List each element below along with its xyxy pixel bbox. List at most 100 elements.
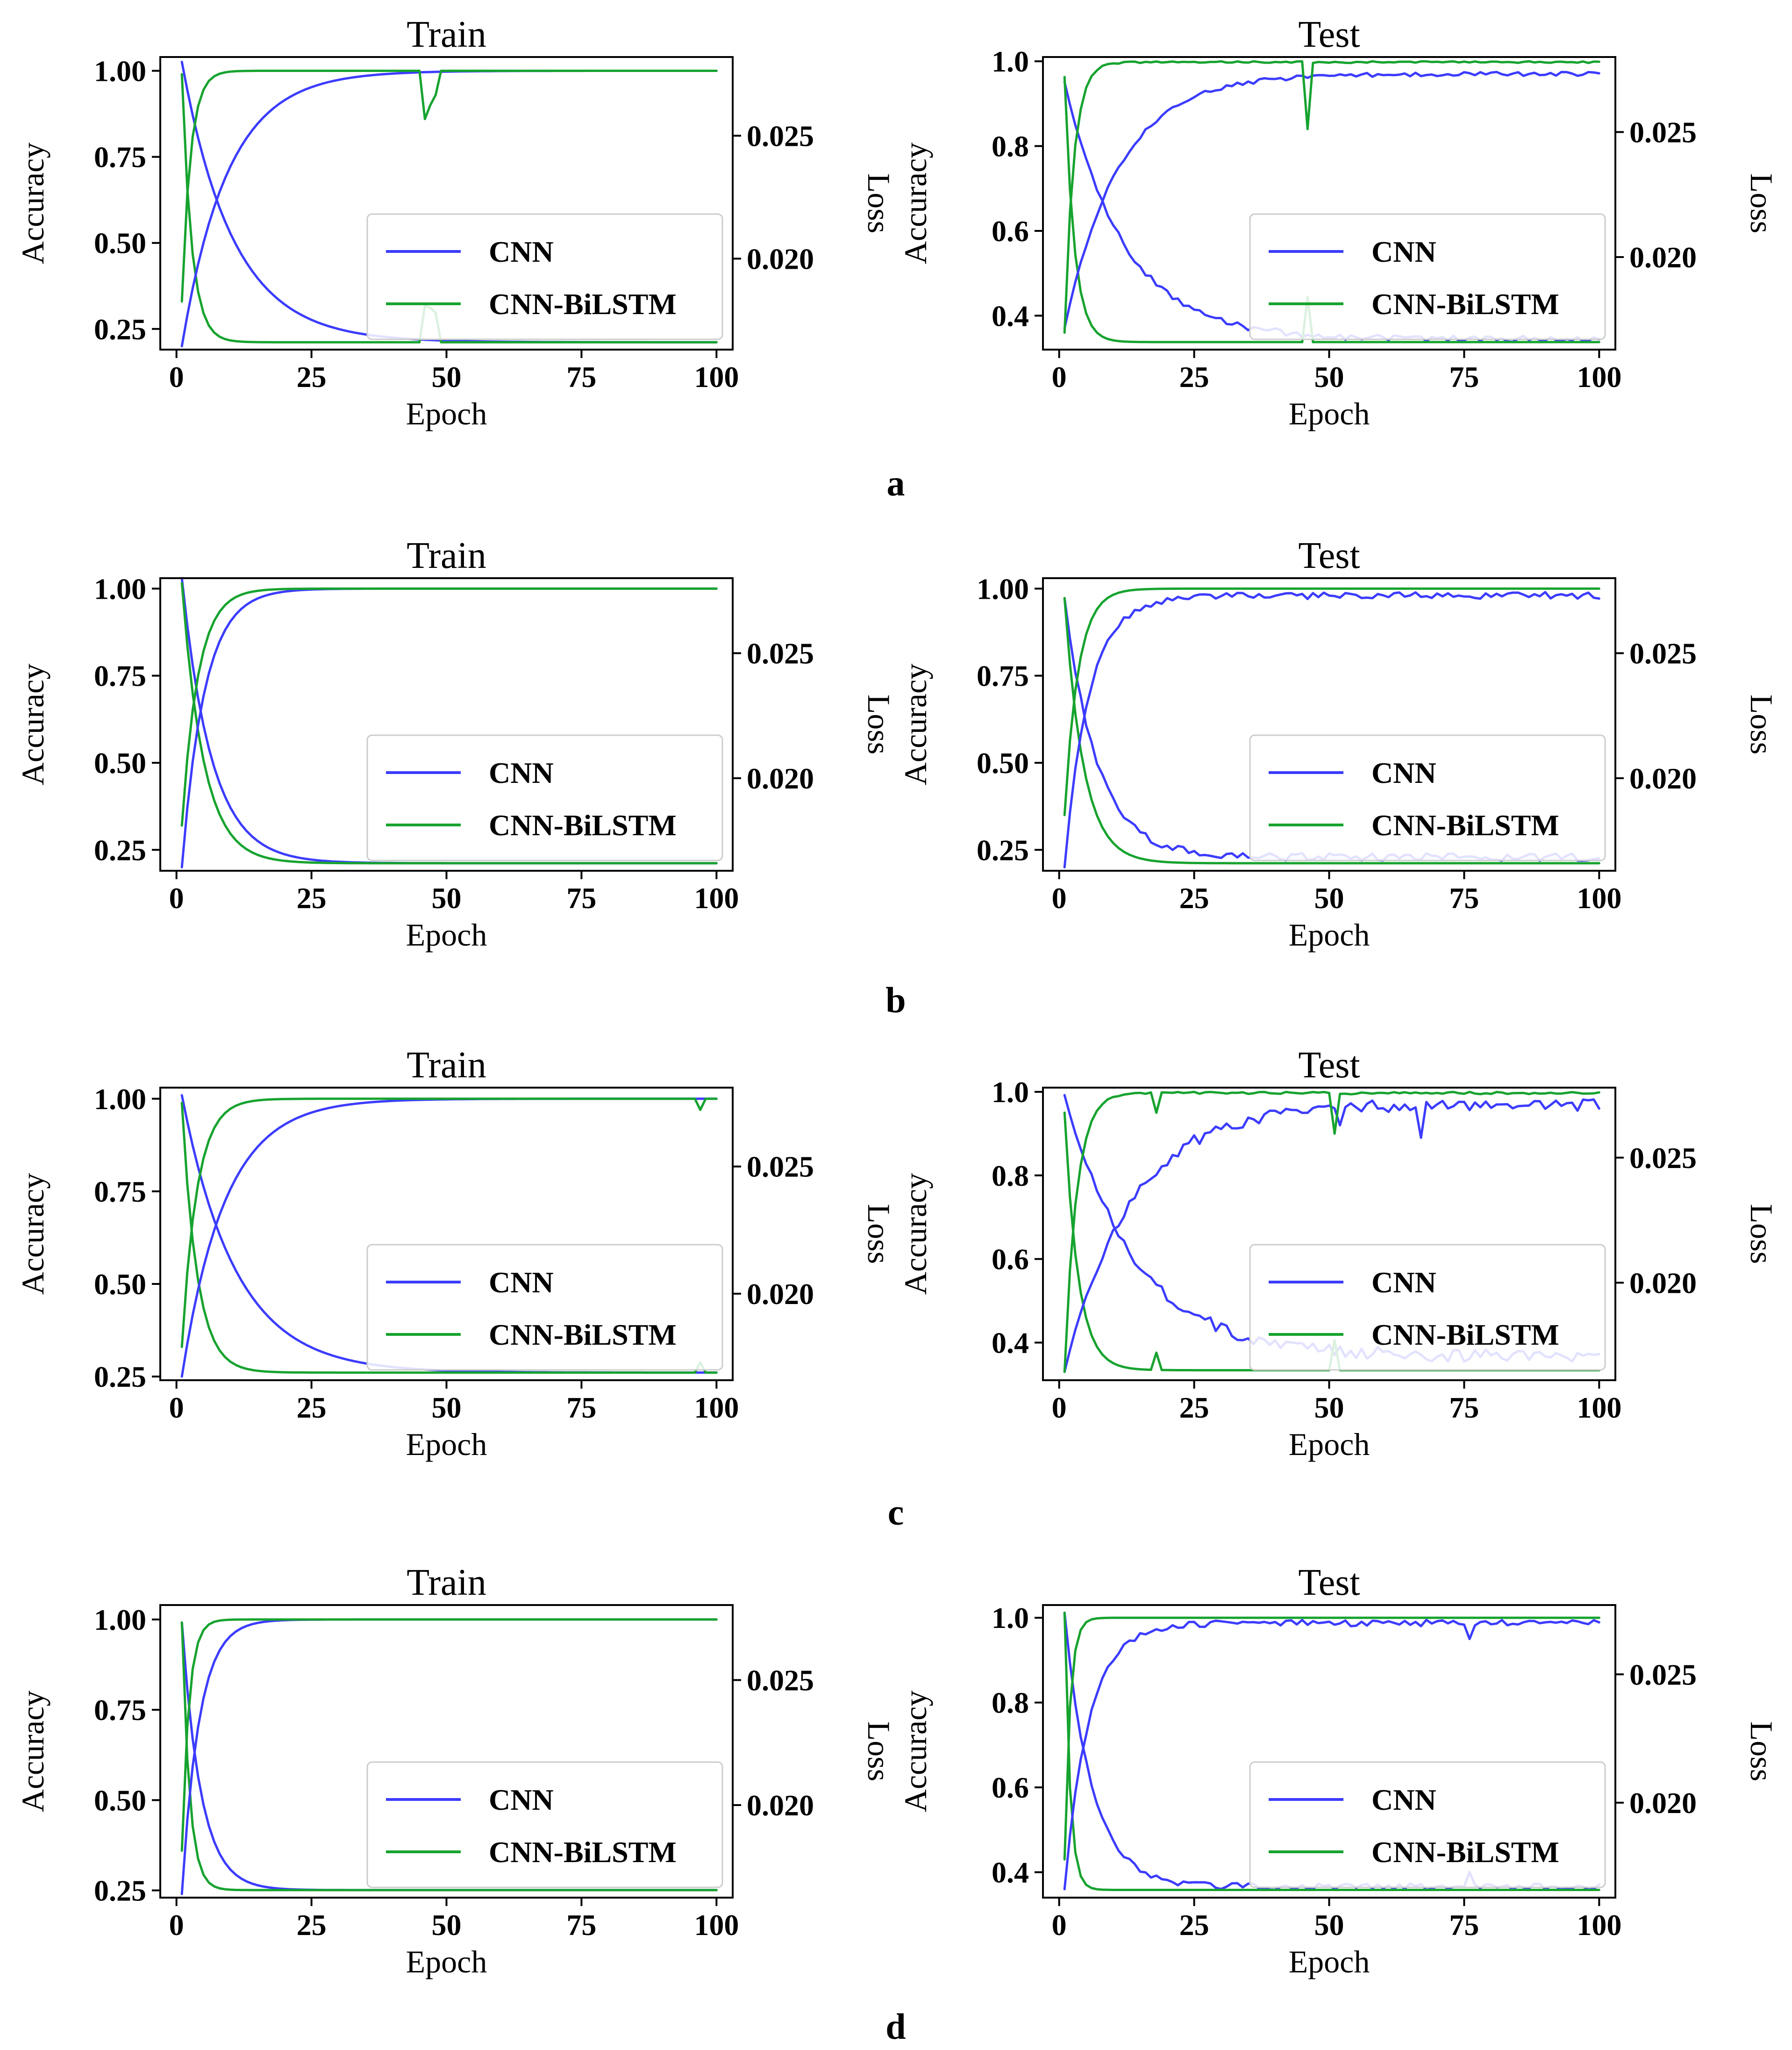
y-tick-label: 0.8 bbox=[992, 1159, 1029, 1192]
y-axis-label: Accuracy bbox=[898, 143, 933, 264]
y2-tick-label: 0.025 bbox=[1629, 116, 1697, 149]
y2-axis-label: Loss bbox=[861, 1204, 897, 1264]
chart-c-test: Test 0 25 50 75 100 0.4 0.6 0.8 1.0 0.020 0.025 Epoc… bbox=[898, 1045, 1779, 1462]
chart-b-train: Train 0 25 50 75 100 0.25 0.50 0.75 1.00 0.020 0.02… bbox=[15, 535, 897, 953]
y-tick-label: 0.6 bbox=[992, 1243, 1029, 1276]
x-tick-label: 75 bbox=[566, 1908, 596, 1942]
y2-axis-label: Loss bbox=[861, 695, 897, 754]
legend-box bbox=[1249, 213, 1606, 340]
legend-box bbox=[366, 1761, 723, 1888]
legend-box bbox=[1249, 1761, 1606, 1888]
cnn-bilstm-accuracy-line bbox=[180, 587, 718, 827]
y2-tick-label: 0.020 bbox=[747, 762, 814, 795]
x-tick-label: 50 bbox=[432, 882, 462, 915]
y-tick-label: 0.25 bbox=[977, 833, 1029, 867]
x-tick-label: 25 bbox=[297, 1391, 327, 1424]
y-tick-label: 0.75 bbox=[94, 659, 146, 693]
y-axis-label: Accuracy bbox=[898, 1173, 933, 1295]
panel-letter: d bbox=[885, 2006, 906, 2047]
y2-axis-label: Loss bbox=[1744, 1204, 1779, 1264]
x-tick-label: 100 bbox=[694, 1908, 739, 1942]
x-axis-label: Epoch bbox=[1289, 917, 1370, 953]
x-tick-label: 75 bbox=[1449, 1391, 1479, 1424]
y-tick-label: 0.75 bbox=[94, 1175, 146, 1208]
y-tick-label: 0.4 bbox=[992, 1856, 1029, 1889]
cnn-bilstm-loss-line bbox=[1063, 1612, 1600, 1891]
legend-box bbox=[366, 213, 723, 340]
legend: CNN CNN-BiLSTM bbox=[366, 734, 723, 861]
y-axis-label: Accuracy bbox=[15, 1173, 50, 1295]
cnn-accuracy-line bbox=[1063, 591, 1600, 868]
y-tick-label: 0.50 bbox=[94, 227, 146, 260]
y-tick-label: 1.00 bbox=[94, 54, 146, 87]
cnn-bilstm-accuracy-line bbox=[1063, 1090, 1600, 1373]
x-axis-label: Epoch bbox=[406, 917, 487, 953]
x-tick-label: 50 bbox=[432, 1391, 462, 1424]
chart-a-train: Train 0 25 50 75 100 0.25 0.50 0.75 1.00 0.020 0.02… bbox=[15, 14, 897, 431]
y-tick-label: 0.25 bbox=[94, 1360, 146, 1393]
legend: CNN CNN-BiLSTM bbox=[1249, 734, 1606, 861]
chart-title: Train bbox=[407, 14, 486, 55]
cnn-bilstm-accuracy-line bbox=[180, 1097, 718, 1348]
chart-title: Test bbox=[1298, 535, 1360, 576]
legend: CNN CNN-BiLSTM bbox=[366, 213, 723, 340]
x-tick-label: 25 bbox=[297, 360, 327, 394]
legend-label: CNN bbox=[1371, 235, 1436, 268]
x-tick-label: 50 bbox=[432, 360, 462, 394]
x-axis-label: Epoch bbox=[406, 1426, 487, 1462]
legend-label: CNN bbox=[1371, 1783, 1436, 1816]
panel-letter: b bbox=[885, 980, 906, 1020]
y-tick-label: 0.6 bbox=[992, 1771, 1029, 1804]
x-tick-label: 100 bbox=[1577, 360, 1621, 394]
x-tick-label: 50 bbox=[1314, 1391, 1344, 1424]
legend-label: CNN bbox=[1371, 1266, 1436, 1299]
chart-title: Test bbox=[1298, 14, 1360, 55]
y-tick-label: 0.8 bbox=[992, 130, 1029, 163]
legend-box bbox=[1249, 1244, 1606, 1371]
legend-label: CNN bbox=[489, 235, 554, 268]
y-tick-label: 1.0 bbox=[992, 1601, 1029, 1634]
legend-label: CNN-BiLSTM bbox=[489, 1318, 677, 1351]
y-axis-label: Accuracy bbox=[898, 664, 933, 785]
y2-axis-label: Loss bbox=[1744, 173, 1779, 233]
y2-tick-label: 0.025 bbox=[747, 1150, 814, 1183]
y2-axis-label: Loss bbox=[1744, 695, 1779, 754]
cnn-accuracy-line bbox=[1063, 1619, 1600, 1891]
y2-tick-label: 0.020 bbox=[747, 242, 814, 275]
x-tick-label: 100 bbox=[694, 1391, 739, 1424]
x-tick-label: 75 bbox=[1449, 1908, 1479, 1942]
x-tick-label: 0 bbox=[169, 1391, 184, 1424]
y-tick-label: 0.4 bbox=[992, 299, 1029, 332]
x-tick-label: 50 bbox=[432, 1908, 462, 1942]
y-tick-label: 0.75 bbox=[977, 659, 1029, 693]
x-tick-label: 100 bbox=[694, 882, 739, 915]
y2-tick-label: 0.020 bbox=[1629, 1786, 1697, 1820]
y2-tick-label: 0.020 bbox=[747, 1789, 814, 1822]
y-tick-label: 0.25 bbox=[94, 833, 146, 867]
legend: CNN CNN-BiLSTM bbox=[366, 1244, 723, 1371]
y-tick-label: 1.00 bbox=[94, 572, 146, 605]
y2-tick-label: 0.025 bbox=[747, 119, 814, 152]
x-axis-label: Epoch bbox=[1289, 1426, 1370, 1462]
x-tick-label: 50 bbox=[1314, 882, 1344, 915]
y-tick-label: 0.25 bbox=[94, 1874, 146, 1907]
x-tick-label: 25 bbox=[297, 1908, 327, 1942]
chart-title: Train bbox=[407, 535, 486, 576]
y2-tick-label: 0.025 bbox=[747, 637, 814, 670]
legend-label: CNN-BiLSTM bbox=[1371, 809, 1559, 842]
cnn-bilstm-loss-line bbox=[180, 1102, 718, 1374]
x-tick-label: 0 bbox=[169, 1908, 184, 1942]
cnn-bilstm-loss-line bbox=[1063, 597, 1600, 865]
y-tick-label: 1.00 bbox=[94, 1082, 146, 1116]
y-tick-label: 0.75 bbox=[94, 141, 146, 174]
cnn-bilstm-loss-line bbox=[180, 73, 718, 344]
y2-axis-label: Loss bbox=[861, 173, 897, 233]
y2-axis-label: Loss bbox=[1744, 1721, 1779, 1781]
legend-label: CNN bbox=[489, 756, 554, 789]
panel-letter: a bbox=[887, 463, 905, 503]
cnn-accuracy-line bbox=[1063, 71, 1600, 330]
x-axis-label: Epoch bbox=[406, 1944, 487, 1979]
x-tick-label: 0 bbox=[169, 882, 184, 915]
legend-box bbox=[366, 734, 723, 861]
x-axis-label: Epoch bbox=[406, 396, 487, 431]
